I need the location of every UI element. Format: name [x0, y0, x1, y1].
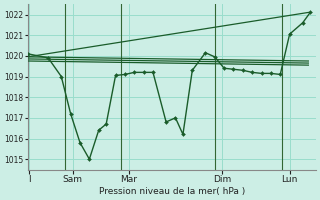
X-axis label: Pression niveau de la mer( hPa ): Pression niveau de la mer( hPa ) [99, 187, 245, 196]
